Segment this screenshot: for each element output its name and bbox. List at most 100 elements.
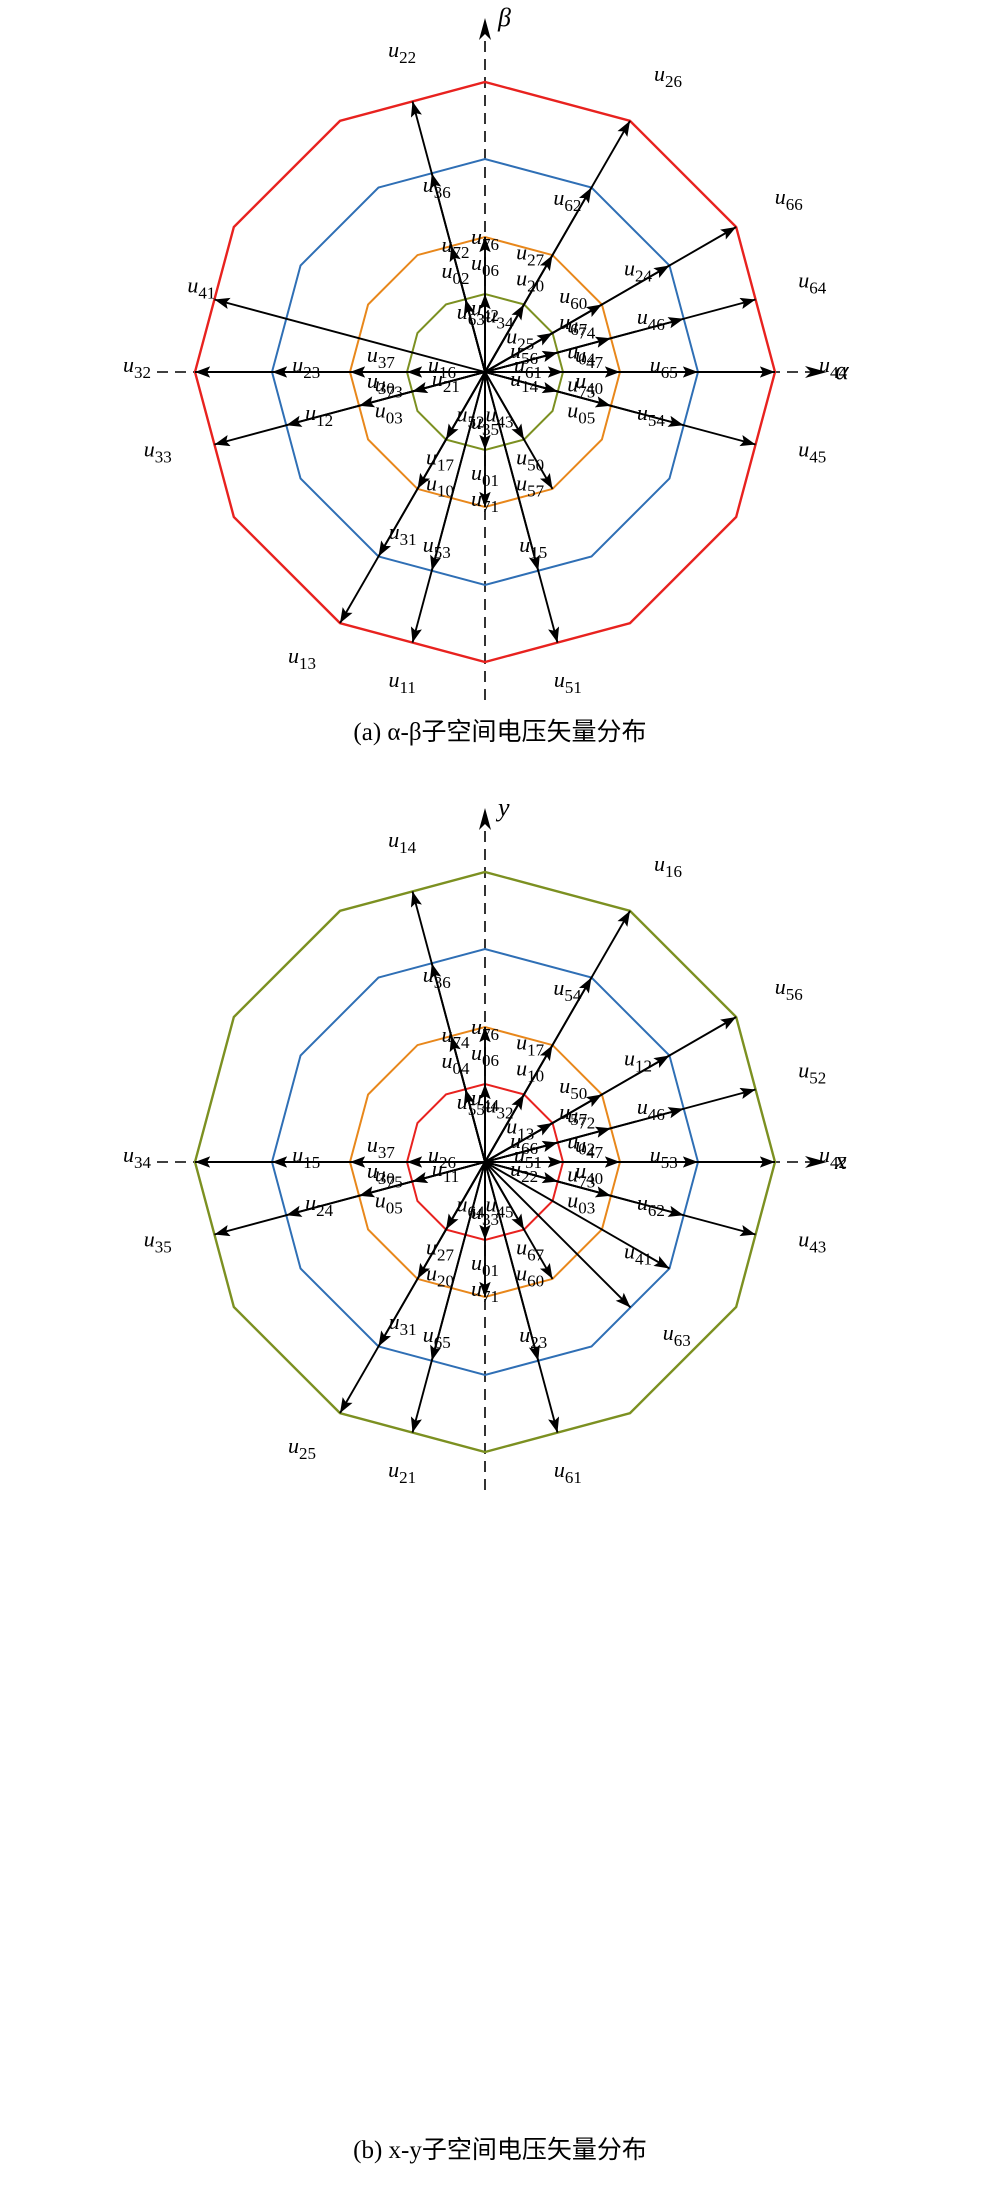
vector-label: u13 [506,1114,534,1144]
vector-label: u24 [624,256,653,286]
vector-label: u73 [567,1162,595,1192]
vector-label: u10 [516,1056,544,1086]
y-axis-arrow [479,18,491,40]
vector-label: u20 [516,266,544,296]
vector-label: u27 [516,240,545,270]
x-axis-label: x [834,1146,847,1175]
vector-label: u17 [426,444,455,474]
voltage-vector [484,332,554,373]
vector-label: u47 [575,342,604,372]
vector-label: u44 [819,352,848,382]
vector-label: u31 [389,519,417,549]
vector-label: u42 [471,295,499,325]
vector-label: u53 [423,532,451,562]
vector-label: u64 [798,268,827,298]
vector-label: u72 [441,232,469,262]
vector-label: u66 [510,1128,538,1158]
vector-label: u16 [654,851,682,881]
vector-label: u26 [428,1142,456,1172]
vector-label: u55 [457,1089,485,1119]
vector-label: u21 [388,1457,416,1487]
vector-label: u23 [519,1322,547,1352]
vector-label: u50 [516,444,544,474]
vector-label: u46 [637,304,665,334]
vector-label: u60 [559,283,587,313]
vector-label: u36 [423,962,451,992]
vector-label: u35 [471,409,499,439]
vector-label: u01 [471,460,499,490]
vector-label: u54 [553,975,582,1005]
vector-label: u47 [575,1132,604,1162]
vector-label: u04 [567,338,596,368]
voltage-vector [484,303,525,373]
vector-label: u37 [367,342,396,372]
x-axis-arrow [805,366,827,378]
vector-label: u44 [471,1085,500,1115]
vector-label: u40 [575,368,603,398]
y-axis-label: y [495,793,510,822]
vector-label: u32 [485,1093,513,1123]
voltage-vector [484,1161,525,1231]
vector-label: u15 [292,1142,320,1172]
voltage-vector [411,371,486,394]
vector-label: u45 [798,436,826,466]
voltage-vector [484,1093,525,1163]
vector-label: u63 [663,1320,691,1350]
vector-label: u30 [367,1158,395,1188]
vector-label: u61 [514,352,542,382]
voltage-vector [430,371,486,571]
vector-label: u25 [506,324,534,354]
vector-label: u67 [516,1234,545,1264]
vector-label: u62 [637,1190,665,1220]
vector-label: u25 [288,1433,316,1463]
figure-b-x-y: x y u42 u53 u47 u40 u51 u52 u46 u72 u02 u66 u56 u12 u5… [0,790,1000,1510]
vector-label: u51 [554,667,582,697]
vector-label: u03 [375,398,403,428]
vector-label: u65 [650,352,678,382]
vector-label: u37 [367,1132,396,1162]
vector-label: u41 [187,272,215,302]
vector-label: u75 [567,372,595,402]
voltage-vector [484,1122,554,1163]
voltage-vector [484,371,525,441]
vector-label: u20 [426,1260,454,1290]
vector-label: u05 [567,398,595,428]
vector-label: u74 [441,1022,470,1052]
vector-label: u14 [388,827,417,857]
vector-label: u43 [485,401,513,431]
vector-label: u02 [441,258,469,288]
vector-label: u46 [637,1094,665,1124]
voltage-vector [430,1161,486,1361]
vector-label: u15 [519,532,547,562]
vector-label: u65 [423,1322,451,1352]
voltage-vector [484,1161,670,1270]
vector-label: u40 [575,1158,603,1188]
vector-label: u36 [423,172,451,202]
vector-label: u52 [457,401,485,431]
vector-label: u30 [367,368,395,398]
vector-label: u72 [567,1102,595,1132]
vector-label: u57 [516,470,545,500]
vector-label: u23 [292,352,320,382]
vector-label: u51 [514,1142,542,1172]
vector-label: u11 [432,1156,459,1186]
vector-label: u24 [305,1190,334,1220]
vector-label: u42 [819,1142,847,1172]
vector-label: u12 [624,1046,652,1076]
voltage-vector [484,371,540,571]
voltage-vector [445,1161,486,1231]
vector-label: u27 [426,1234,455,1264]
vector-label: u32 [123,352,151,382]
vector-label: u31 [389,1309,417,1339]
vector-label: u06 [471,1040,499,1070]
vector-label: u04 [441,1048,470,1078]
vector-label: u33 [471,1199,499,1229]
voltage-vector [484,350,559,373]
voltage-vector [484,1140,559,1163]
figure-b-caption: (b) x-y子空间电压矢量分布 [353,2137,647,2164]
vector-label: u12 [305,400,333,430]
vector-label: u61 [554,1457,582,1487]
